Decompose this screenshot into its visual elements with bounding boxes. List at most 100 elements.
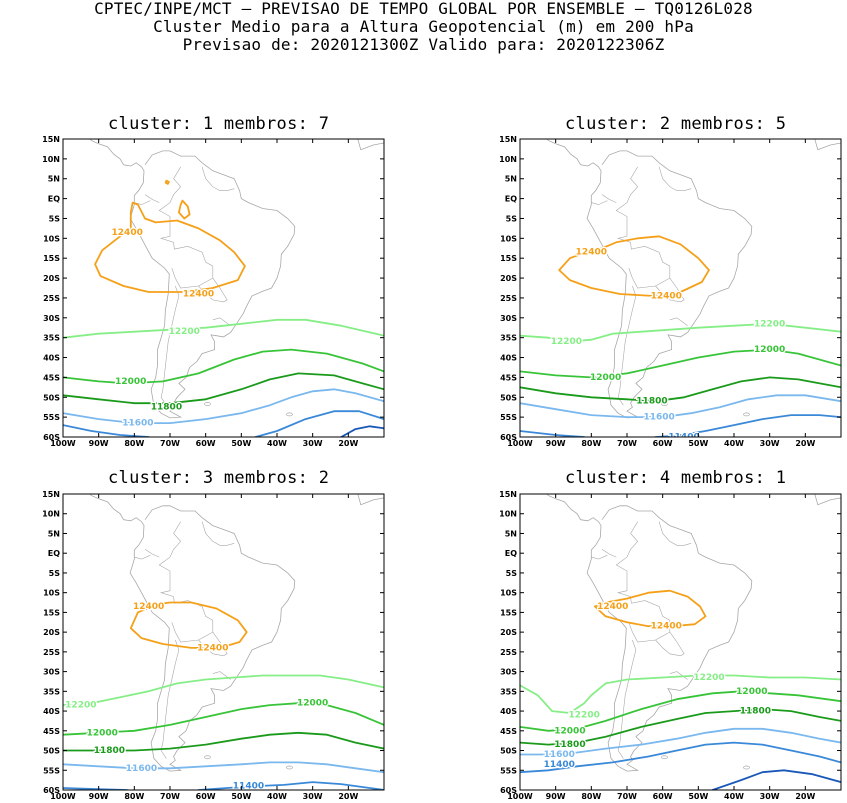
contour-line (558, 235, 710, 297)
x-tick-label: 100W (50, 792, 76, 801)
contour-label: 12400 (576, 248, 607, 258)
x-tick-label: 40W (267, 439, 287, 448)
island (661, 402, 668, 406)
contour-line (520, 708, 841, 746)
contour-label: 12000 (115, 377, 146, 387)
x-tick-label: 60W (196, 792, 216, 801)
contour-label: 12000 (590, 373, 621, 383)
y-tick-label: 15N (42, 490, 60, 499)
y-tick-label: 25S (500, 294, 517, 303)
contour-label: 11600 (122, 419, 153, 429)
contour-label: 12000 (754, 345, 785, 355)
contour-label: 12200 (65, 701, 96, 711)
contour-line (129, 601, 248, 649)
contour-line (164, 179, 170, 185)
map-layer: 12400 12400 12200 12000 11800 11600 (63, 139, 384, 437)
country-border (617, 285, 637, 406)
island (286, 765, 293, 770)
country-border (212, 671, 231, 680)
contour-label: 11600 (643, 413, 674, 423)
country-border (591, 200, 608, 205)
coastline (546, 494, 753, 772)
y-tick-label: 10S (500, 589, 517, 598)
y-tick-label: 30S (43, 314, 60, 323)
y-tick-label: 15N (42, 135, 60, 144)
contour-label: 11400 (668, 433, 699, 443)
contour-label: 11400 (233, 782, 264, 792)
y-tick-label: 10N (499, 155, 517, 164)
x-tick-label: 90W (89, 439, 109, 448)
figure-title: CPTEC/INPE/MCT — PREVISAO DE TEMPO GLOBA… (0, 0, 847, 54)
country-border (615, 521, 671, 643)
contour-label: 11800 (94, 746, 125, 756)
contour-label: 12200 (754, 319, 785, 329)
y-tick-label: 30S (500, 314, 517, 323)
map-layer: 12400 12400 12200 12200 12000 12000 11800 11600… (520, 139, 841, 443)
x-tick-label: 50W (231, 439, 251, 448)
y-tick-label: 60S (43, 433, 60, 442)
y-tick-label: 5N (505, 175, 517, 184)
y-tick-label: 60S (500, 786, 517, 795)
contour-label: 12400 (112, 228, 143, 238)
x-tick-label: 40W (724, 439, 744, 448)
country-border (160, 285, 180, 406)
coastline (814, 139, 841, 151)
contour-line (520, 690, 841, 732)
contour-label: 12200 (169, 327, 200, 337)
plot-frame (62, 138, 385, 438)
plot-frame (62, 493, 385, 791)
country-border (591, 554, 608, 560)
country-border (160, 639, 180, 759)
y-tick-label: 25S (500, 648, 517, 657)
country-border (144, 194, 160, 203)
contour-line (711, 769, 841, 790)
contour-line (520, 741, 841, 774)
contour-line (520, 727, 841, 756)
contour-line (654, 414, 841, 437)
x-tick-label: 90W (89, 792, 109, 801)
x-tick-label: 40W (267, 792, 287, 801)
y-tick-label: 5S (506, 214, 518, 223)
contour-line (520, 322, 841, 343)
coastline (546, 139, 753, 419)
x-tick-label: 30W (303, 792, 323, 801)
y-tick-label: 35S (43, 334, 60, 343)
contour-label: 12200 (693, 673, 724, 683)
map-layer: 12400 12400 12200 12200 12000 12000 11800 11800… (520, 468, 841, 790)
x-tick-label: 60W (653, 792, 673, 801)
y-tick-label: 15S (43, 608, 60, 617)
contour-line (63, 348, 384, 385)
x-tick-label: 60W (196, 439, 216, 448)
contour-label: 11800 (554, 740, 585, 750)
x-tick-label: 20W (338, 792, 358, 801)
y-tick-label: 20S (500, 628, 517, 637)
country-border (212, 317, 231, 326)
contour-label: 11600 (544, 750, 575, 760)
country-border (601, 194, 617, 203)
contour-line (63, 388, 384, 424)
x-tick-label: 80W (124, 439, 144, 448)
plot-frame (519, 493, 842, 791)
x-tick-label: 70W (160, 792, 180, 801)
y-tick-label: 10N (42, 510, 60, 519)
y-tick-label: 15S (500, 254, 517, 263)
country-border (144, 549, 160, 558)
country-border (201, 166, 235, 191)
y-tick-label: 60S (43, 786, 60, 795)
y-tick-label: EQ (505, 549, 517, 558)
contour-label: 11800 (740, 707, 771, 717)
y-tick-label: 5S (49, 214, 61, 223)
contour-label: 12400 (197, 643, 228, 653)
island (743, 765, 750, 770)
y-tick-label: 45S (43, 373, 60, 382)
y-tick-label: 10N (42, 155, 60, 164)
y-tick-label: 45S (500, 373, 517, 382)
contour-line (63, 318, 384, 339)
coastline (535, 468, 565, 491)
contour-line (94, 201, 246, 293)
x-tick-label: 30W (760, 792, 780, 801)
x-tick-label: 80W (581, 439, 601, 448)
y-tick-label: 55S (43, 766, 60, 775)
